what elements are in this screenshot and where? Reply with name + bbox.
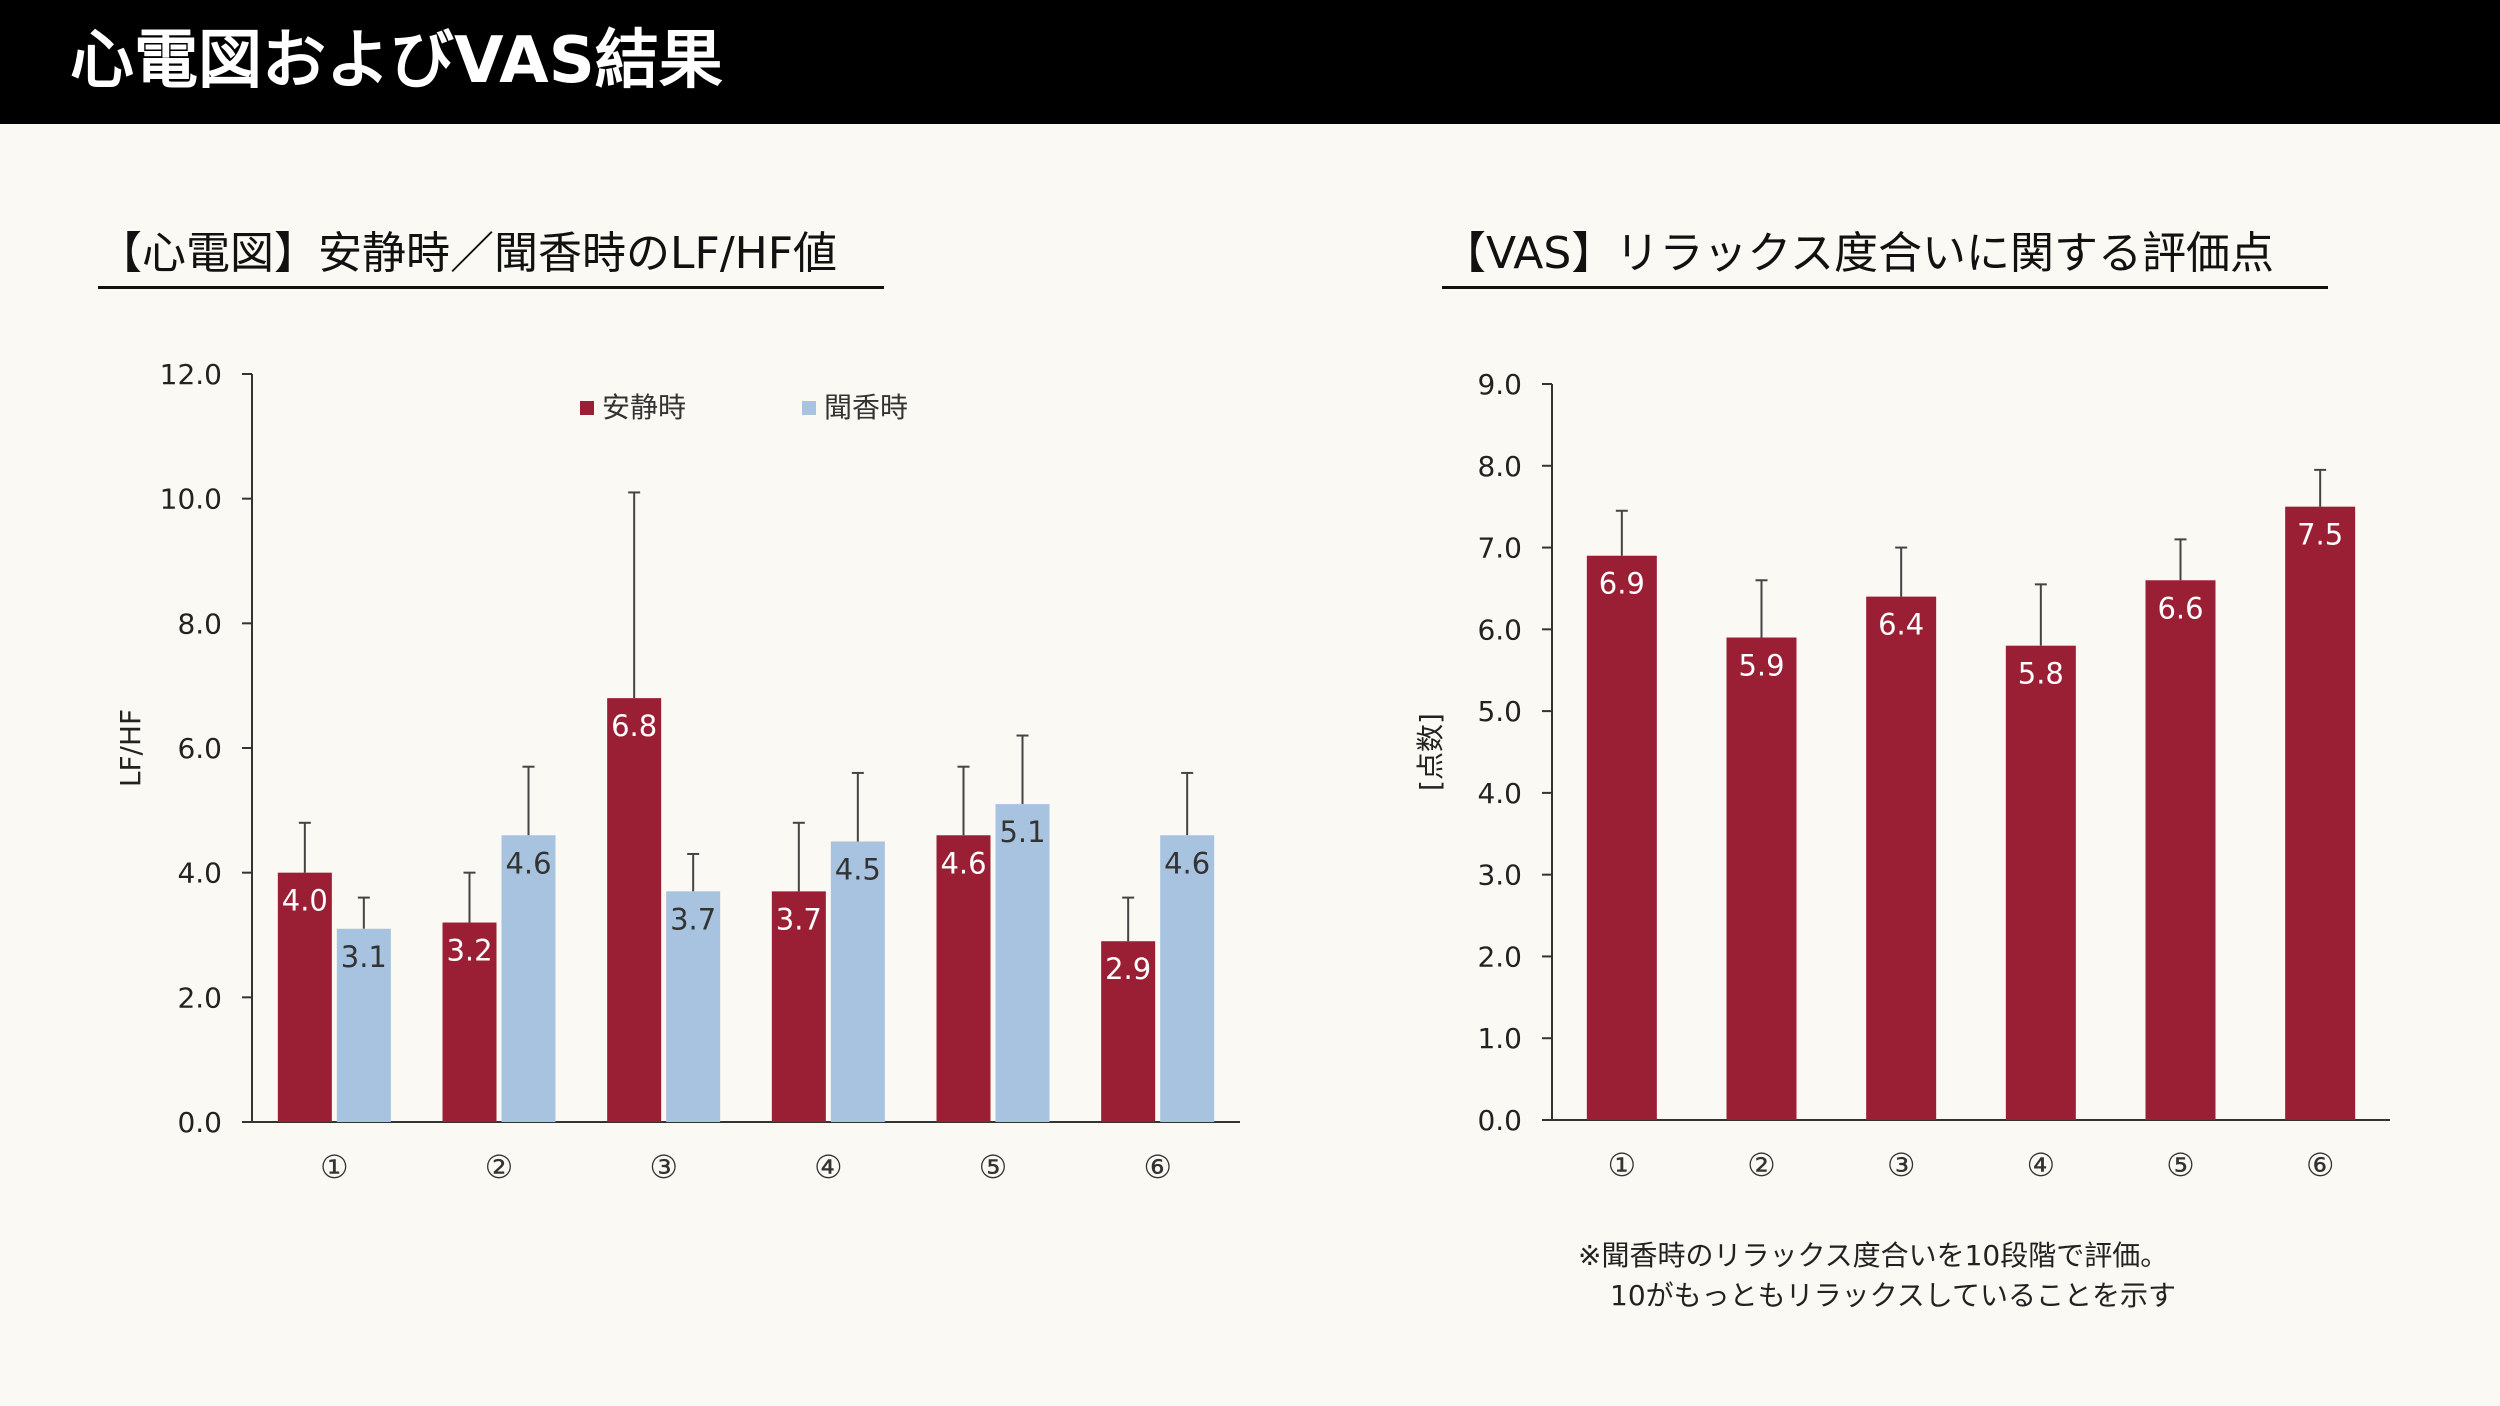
y-tick-label: 6.0 xyxy=(177,732,222,765)
ecg-chart-title: 【心電図】安静時／聞香時のLF/HF値 xyxy=(98,224,884,289)
data-label: 6.4 xyxy=(1878,608,1924,642)
x-tick-label: ③ xyxy=(649,1148,678,1186)
vas-note-line-1: ※聞香時のリラックス度合いを10段階で評価。 xyxy=(1578,1239,2169,1272)
data-label: 4.5 xyxy=(835,853,881,887)
x-tick-label: ④ xyxy=(2026,1146,2055,1184)
data-label: 6.9 xyxy=(1599,567,1645,601)
data-label: 5.9 xyxy=(1738,649,1784,683)
data-label: 3.1 xyxy=(341,940,387,974)
bar xyxy=(830,841,885,1122)
x-tick-label: ④ xyxy=(814,1148,843,1186)
bar xyxy=(2145,580,2216,1120)
x-tick-label: ⑥ xyxy=(1143,1148,1172,1186)
data-label: 3.7 xyxy=(776,902,822,936)
x-tick-label: ② xyxy=(1747,1146,1776,1184)
bar xyxy=(442,922,497,1122)
bar xyxy=(2005,645,2076,1120)
bar xyxy=(1586,555,1657,1120)
vas-chart-title: 【VAS】リラックス度合いに関する評価点 xyxy=(1442,224,2328,289)
y-tick-label: 8.0 xyxy=(1477,450,1522,483)
x-tick-label: ⑤ xyxy=(979,1148,1008,1186)
data-label: 7.5 xyxy=(2297,518,2343,552)
bar xyxy=(336,928,391,1122)
y-axis-label: LF/HF xyxy=(114,709,147,787)
data-label: 3.7 xyxy=(670,902,716,936)
data-label: 6.8 xyxy=(611,709,657,743)
vas-note: ※聞香時のリラックス度合いを10段階で評価。 10がもっともリラックスしているこ… xyxy=(1578,1236,2176,1316)
x-tick-label: ① xyxy=(1607,1146,1636,1184)
data-label: 2.9 xyxy=(1105,952,1151,986)
bar xyxy=(1160,835,1215,1122)
y-tick-label: 2.0 xyxy=(1477,940,1522,973)
x-tick-label: ⑤ xyxy=(2166,1146,2195,1184)
data-label: 3.2 xyxy=(446,934,492,968)
legend-label: 安静時 xyxy=(602,391,686,424)
data-label: 6.6 xyxy=(2157,591,2203,625)
bar xyxy=(771,891,826,1122)
legend-label: 聞香時 xyxy=(824,391,908,424)
y-tick-label: 1.0 xyxy=(1477,1022,1522,1055)
x-tick-label: ⑥ xyxy=(2306,1146,2335,1184)
page-title: 心電図およびVAS結果 xyxy=(70,24,723,98)
vas-score-chart: 0.0 1.0 2.0 3.0 4.0 5.0 6.0 7.0 8.0 9.0 [点数] ① 6.9 ② 5… xyxy=(1414,368,2390,1184)
data-label: 4.6 xyxy=(940,846,986,880)
y-tick-label: 7.0 xyxy=(1477,532,1522,565)
x-tick-label: ① xyxy=(320,1148,349,1186)
bar xyxy=(936,835,991,1122)
data-label: 4.6 xyxy=(1164,846,1210,880)
y-tick-label: 8.0 xyxy=(177,607,222,640)
data-label: 5.8 xyxy=(2018,657,2064,691)
y-axis-label: [点数] xyxy=(1414,713,1447,791)
y-tick-label: 10.0 xyxy=(160,483,222,516)
vas-note-line-2: 10がもっともリラックスしていることを示す xyxy=(1610,1279,2176,1312)
header-bar: 心電図およびVAS結果 xyxy=(0,0,2500,124)
bar xyxy=(666,891,721,1122)
y-tick-label: 12.0 xyxy=(160,358,222,391)
data-label: 4.6 xyxy=(505,846,551,880)
x-tick-label: ② xyxy=(485,1148,514,1186)
bar xyxy=(277,872,332,1122)
y-tick-label: 2.0 xyxy=(177,981,222,1014)
bar xyxy=(1726,637,1797,1120)
bar xyxy=(607,698,662,1122)
bar xyxy=(501,835,556,1122)
y-tick-label: 3.0 xyxy=(1477,859,1522,892)
y-tick-label: 0.0 xyxy=(1477,1104,1522,1137)
legend-swatch xyxy=(802,401,816,415)
x-tick-label: ③ xyxy=(1887,1146,1916,1184)
bar xyxy=(2285,506,2356,1120)
bar xyxy=(1866,596,1937,1120)
y-tick-label: 5.0 xyxy=(1477,695,1522,728)
data-label: 5.1 xyxy=(999,815,1045,849)
ecg-lfhf-chart: 0.0 2.0 4.0 6.0 8.0 10.0 12.0 LF/HF ① 4.0 3.1 ② 3.2 4… xyxy=(114,358,1240,1186)
legend-swatch xyxy=(580,401,594,415)
y-tick-label: 6.0 xyxy=(1477,613,1522,646)
data-label: 4.0 xyxy=(282,884,328,918)
y-tick-label: 9.0 xyxy=(1477,368,1522,401)
bar xyxy=(995,804,1050,1122)
y-tick-label: 4.0 xyxy=(177,857,222,890)
y-tick-label: 0.0 xyxy=(177,1106,222,1139)
y-tick-label: 4.0 xyxy=(1477,777,1522,810)
bar xyxy=(1101,941,1156,1122)
